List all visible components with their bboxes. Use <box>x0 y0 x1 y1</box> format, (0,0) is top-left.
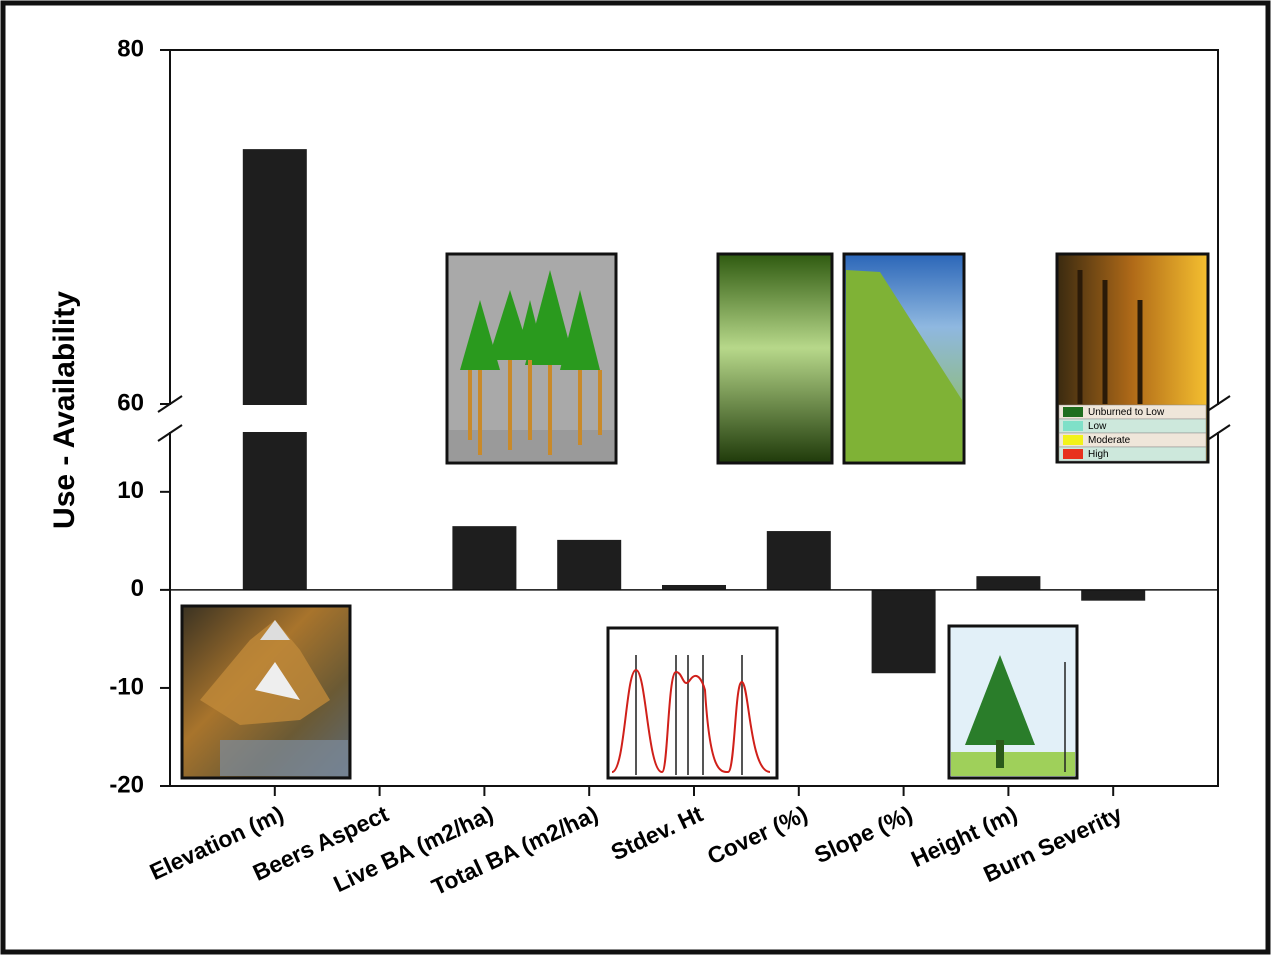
break-mark <box>157 424 183 442</box>
y-tick-label: -10 <box>109 673 144 700</box>
trees-3d-image <box>445 252 618 465</box>
canopy-image <box>716 252 834 465</box>
legend-swatch <box>1063 407 1083 417</box>
legend-label: Moderate <box>1088 435 1131 446</box>
bar <box>871 589 936 674</box>
y-tick-label: -20 <box>109 771 144 798</box>
bar <box>1081 589 1146 601</box>
y-tick-label: 80 <box>117 35 144 62</box>
x-tick-label: Slope (%) <box>810 800 916 868</box>
fire-image: Unburned to Low Low Moderate High <box>1055 252 1210 464</box>
bar <box>242 149 307 590</box>
bar <box>557 539 622 590</box>
legend-label: High <box>1088 449 1109 460</box>
legend-row <box>1058 446 1207 462</box>
legend-swatch <box>1063 435 1083 445</box>
y-tick-label: 10 <box>117 477 144 504</box>
terrain-image <box>180 604 352 780</box>
x-tick-label: Stdev. Ht <box>607 800 707 865</box>
x-tick-label: Cover (%) <box>703 800 811 869</box>
break-mark <box>1205 424 1231 442</box>
legend-swatch <box>1063 449 1083 459</box>
tree-height-image <box>947 624 1079 780</box>
y-tick-label: 0 <box>131 575 144 602</box>
hill-image <box>842 252 966 465</box>
y-tick-label: 60 <box>117 389 144 416</box>
bar <box>662 584 726 590</box>
bar <box>766 531 831 590</box>
lidar-image <box>606 626 779 780</box>
legend-swatch <box>1063 421 1083 431</box>
bar <box>976 576 1041 590</box>
legend-label: Unburned to Low <box>1088 407 1165 418</box>
legend-label: Low <box>1088 421 1107 432</box>
illustrations: Unburned to Low Low Moderate High <box>180 252 1210 780</box>
break-mark <box>1205 395 1231 413</box>
y-axis-label: Use - Availability <box>48 291 81 529</box>
bar <box>452 526 517 590</box>
